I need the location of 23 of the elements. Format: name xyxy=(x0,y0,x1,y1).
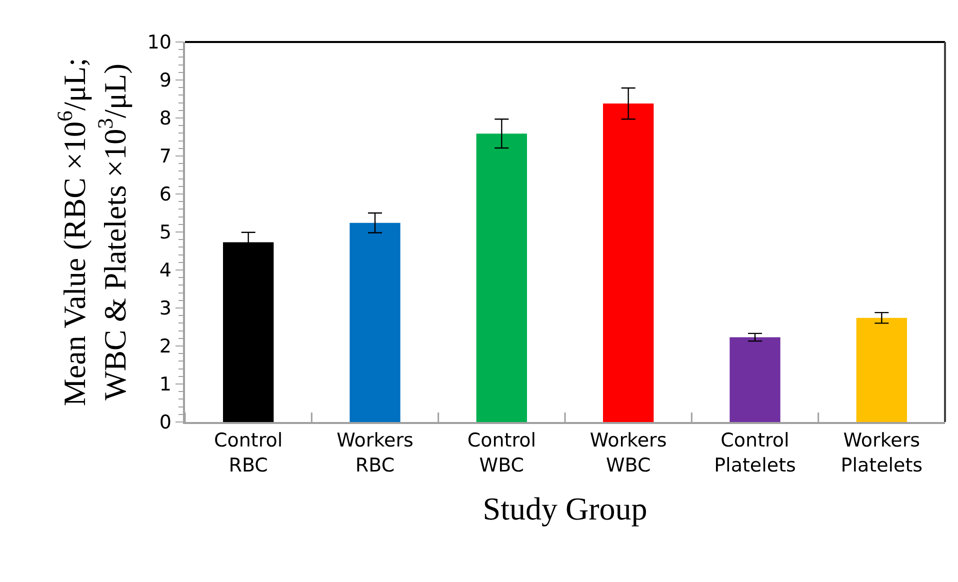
y-tick-label: 1 xyxy=(159,374,172,396)
y-tick-label: 3 xyxy=(159,298,172,320)
y-tick-label: 8 xyxy=(159,108,172,130)
y-tick-label: 9 xyxy=(159,70,172,92)
y-tick-label: 10 xyxy=(147,32,172,54)
bar xyxy=(603,104,654,422)
y-tick-label: 0 xyxy=(159,412,172,434)
y-tick-label: 6 xyxy=(159,184,172,206)
bar xyxy=(350,222,400,422)
x-tick-label: Control RBC xyxy=(214,430,283,476)
y-tick-label: 7 xyxy=(159,146,172,168)
y-tick-label: 2 xyxy=(159,336,172,358)
x-tick-label: Workers RBC xyxy=(336,430,414,476)
x-tick-label: Control WBC xyxy=(467,430,536,476)
bar xyxy=(856,318,907,422)
x-tick-label: Workers WBC xyxy=(590,430,667,476)
bar xyxy=(730,337,780,422)
x-tick-label: Workers Platelets xyxy=(840,430,923,476)
y-tick-label: 5 xyxy=(159,222,172,244)
y-tick-label: 4 xyxy=(159,260,172,282)
bar xyxy=(476,134,527,422)
x-axis-title: Study Group xyxy=(482,490,648,527)
x-tick-label: Control Platelets xyxy=(714,430,796,476)
